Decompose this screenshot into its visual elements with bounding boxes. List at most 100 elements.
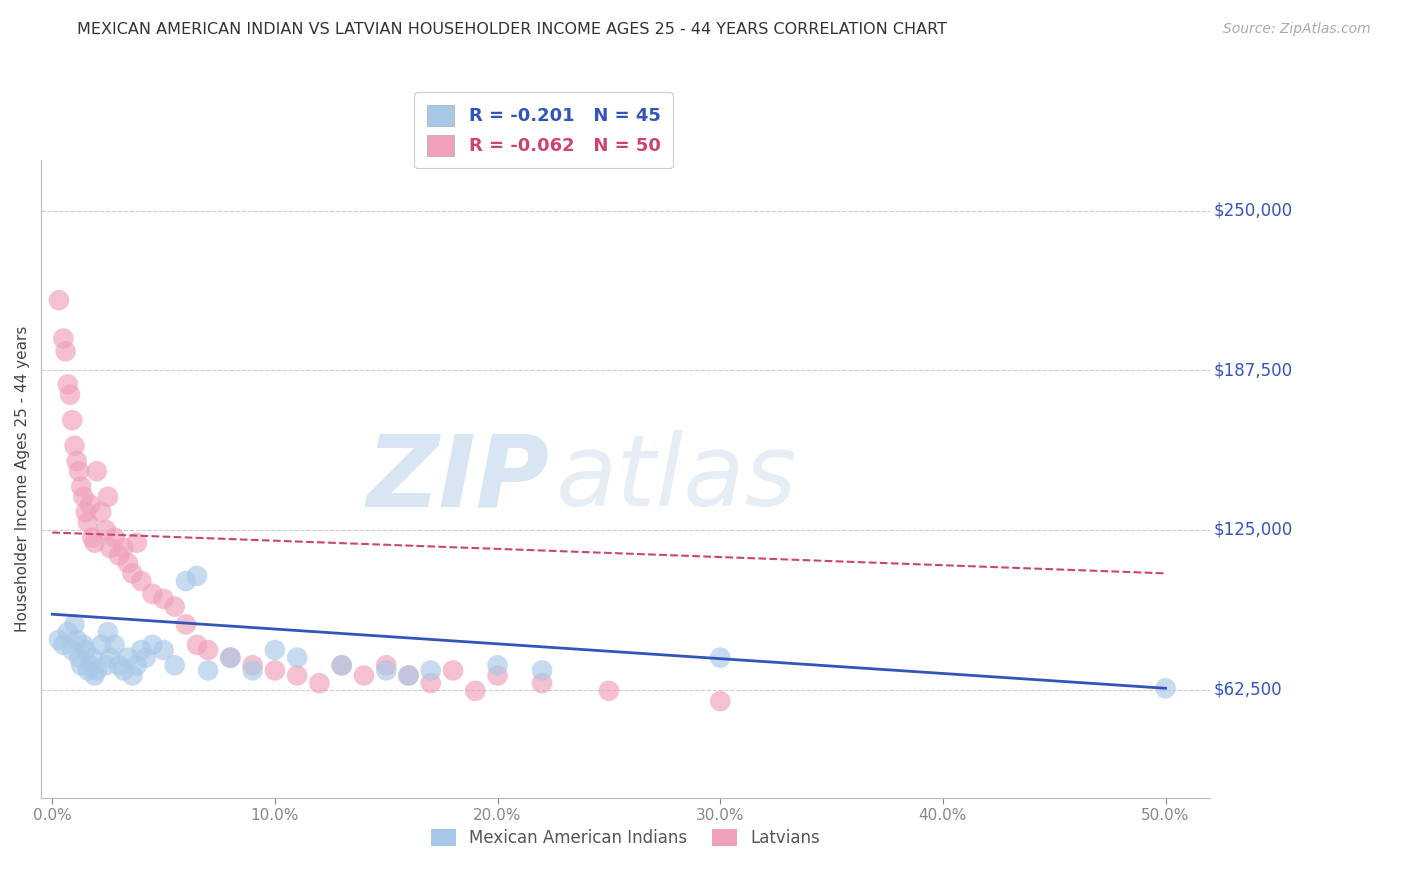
Point xyxy=(79,658,101,673)
Y-axis label: Householder Income Ages 25 - 44 years: Householder Income Ages 25 - 44 years xyxy=(15,326,30,632)
Point xyxy=(94,523,117,537)
Point xyxy=(375,658,398,673)
Point xyxy=(308,676,330,690)
Text: $250,000: $250,000 xyxy=(1213,202,1292,219)
Point xyxy=(398,668,420,682)
Point xyxy=(121,668,143,682)
Point xyxy=(174,574,197,588)
Point xyxy=(94,658,117,673)
Point xyxy=(419,676,441,690)
Point xyxy=(56,377,79,392)
Point xyxy=(398,668,420,682)
Point xyxy=(531,664,554,678)
Point xyxy=(70,658,93,673)
Text: ZIP: ZIP xyxy=(367,431,550,527)
Point xyxy=(419,664,441,678)
Point xyxy=(86,664,108,678)
Point xyxy=(112,664,135,678)
Point xyxy=(219,650,242,665)
Point xyxy=(531,676,554,690)
Text: $187,500: $187,500 xyxy=(1213,361,1292,379)
Point xyxy=(98,541,121,555)
Point xyxy=(112,541,135,555)
Point xyxy=(131,574,153,588)
Point xyxy=(90,505,112,519)
Point xyxy=(486,668,509,682)
Point xyxy=(52,638,75,652)
Point xyxy=(125,658,148,673)
Point xyxy=(197,664,219,678)
Point xyxy=(141,638,163,652)
Point xyxy=(242,658,264,673)
Point xyxy=(219,650,242,665)
Point xyxy=(76,664,98,678)
Point xyxy=(353,668,375,682)
Point xyxy=(464,683,486,698)
Point xyxy=(108,658,131,673)
Point xyxy=(285,668,308,682)
Text: Source: ZipAtlas.com: Source: ZipAtlas.com xyxy=(1223,22,1371,37)
Point xyxy=(163,599,186,614)
Point xyxy=(135,650,157,665)
Point xyxy=(56,625,79,640)
Point xyxy=(598,683,620,698)
Point xyxy=(186,569,208,583)
Point xyxy=(486,658,509,673)
Point xyxy=(103,531,125,545)
Point xyxy=(55,344,77,359)
Point xyxy=(86,464,108,478)
Point xyxy=(66,454,89,468)
Point xyxy=(1154,681,1177,696)
Point xyxy=(152,591,174,606)
Point xyxy=(152,643,174,657)
Point xyxy=(103,638,125,652)
Point xyxy=(98,650,121,665)
Point xyxy=(117,556,139,570)
Point xyxy=(163,658,186,673)
Point xyxy=(264,643,287,657)
Text: $125,000: $125,000 xyxy=(1213,521,1294,539)
Point xyxy=(67,464,90,478)
Point xyxy=(375,664,398,678)
Point xyxy=(97,490,120,504)
Point xyxy=(709,650,731,665)
Point xyxy=(197,643,219,657)
Point xyxy=(186,638,208,652)
Point xyxy=(330,658,353,673)
Legend: R = -0.201   N = 45, R = -0.062   N = 50: R = -0.201 N = 45, R = -0.062 N = 50 xyxy=(415,92,673,169)
Point xyxy=(70,479,93,493)
Point xyxy=(441,664,464,678)
Point xyxy=(63,617,86,632)
Point xyxy=(125,535,148,549)
Point xyxy=(82,650,104,665)
Point xyxy=(709,694,731,708)
Point xyxy=(264,664,287,678)
Point xyxy=(48,632,70,647)
Point xyxy=(330,658,353,673)
Text: MEXICAN AMERICAN INDIAN VS LATVIAN HOUSEHOLDER INCOME AGES 25 - 44 YEARS CORRELA: MEXICAN AMERICAN INDIAN VS LATVIAN HOUSE… xyxy=(77,22,948,37)
Point xyxy=(63,439,86,453)
Point xyxy=(242,664,264,678)
Point xyxy=(83,535,105,549)
Point xyxy=(72,638,94,652)
Point xyxy=(59,387,82,401)
Point xyxy=(97,625,120,640)
Point xyxy=(174,617,197,632)
Point xyxy=(285,650,308,665)
Point xyxy=(52,331,75,345)
Point xyxy=(79,498,101,512)
Point xyxy=(60,413,83,427)
Point xyxy=(66,632,89,647)
Point xyxy=(72,490,94,504)
Point xyxy=(108,549,131,563)
Point xyxy=(76,516,98,530)
Point xyxy=(75,505,97,519)
Point xyxy=(82,531,104,545)
Text: atlas: atlas xyxy=(555,431,797,527)
Point xyxy=(121,566,143,581)
Point xyxy=(60,643,83,657)
Point xyxy=(67,650,90,665)
Point xyxy=(75,643,97,657)
Text: $62,500: $62,500 xyxy=(1213,681,1282,698)
Point xyxy=(83,668,105,682)
